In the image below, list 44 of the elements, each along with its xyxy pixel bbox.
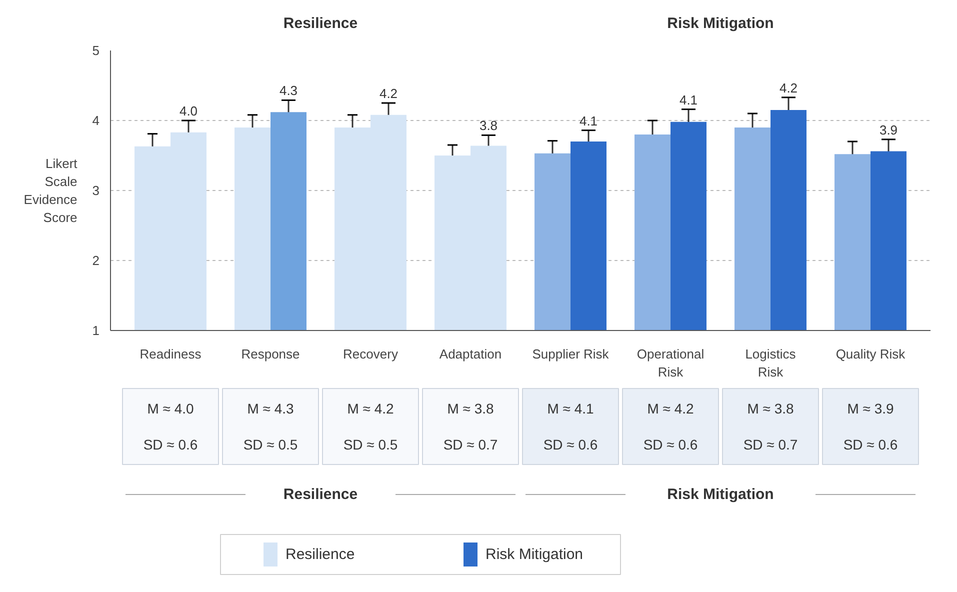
text: SD ≈ 0.6 (843, 436, 898, 452)
text: SD ≈ 0.7 (743, 436, 798, 452)
annotation: 4.2 (779, 80, 798, 96)
annotation: 4.3 (279, 83, 298, 98)
x-tick-label: Operational Risk (636, 346, 704, 380)
text: M ≈ 3.8 (447, 400, 494, 416)
x-tick-label: Readiness (140, 346, 202, 362)
annotation: 4.2 (379, 86, 398, 101)
annotation: 4.1 (579, 113, 598, 128)
y-tick-label: 4 (92, 113, 100, 128)
x-tick-label: Recovery (343, 346, 398, 362)
y-tick-label: 2 (92, 253, 100, 268)
legend-label: Resilience (286, 546, 355, 563)
annotation: 4.1 (679, 92, 698, 108)
text: M ≈ 3.9 (847, 400, 894, 416)
text: Risk Mitigation (667, 15, 774, 32)
x-tick-label: Logistics Risk (745, 346, 796, 380)
text: Resilience (283, 486, 358, 503)
text: SD ≈ 0.5 (343, 436, 398, 452)
text: SD ≈ 0.6 (143, 436, 198, 452)
x-tick-label: Adaptation (439, 346, 502, 362)
y-tick-label: 3 (92, 183, 100, 198)
text: M ≈ 4.2 (647, 400, 694, 416)
y-tick-label: 5 (92, 43, 100, 58)
y-tick-label: 1 (92, 323, 100, 338)
annotation: 3.8 (479, 118, 498, 134)
x-tick-label: Response (241, 346, 300, 362)
x-tick-label: Quality Risk (836, 346, 906, 362)
text: Resilience (283, 15, 358, 32)
annotation: 4.0 (179, 104, 198, 118)
text: SD ≈ 0.6 (543, 436, 598, 452)
x-tick-label: Supplier Risk (532, 346, 610, 362)
text: M ≈ 4.1 (547, 400, 594, 416)
text: M ≈ 3.8 (747, 400, 794, 416)
text: Risk Mitigation (667, 486, 774, 503)
legend-label: Risk Mitigation (486, 546, 584, 563)
text: SD ≈ 0.5 (243, 436, 298, 452)
y-axis-title: Likert Scale Evidence Score (24, 156, 78, 225)
text: SD ≈ 0.7 (443, 436, 498, 452)
text: SD ≈ 0.6 (643, 436, 698, 452)
text: M ≈ 4.3 (247, 400, 294, 416)
text: M ≈ 4.0 (147, 400, 194, 416)
text: M ≈ 4.2 (347, 400, 394, 416)
annotation: 3.9 (879, 122, 898, 138)
